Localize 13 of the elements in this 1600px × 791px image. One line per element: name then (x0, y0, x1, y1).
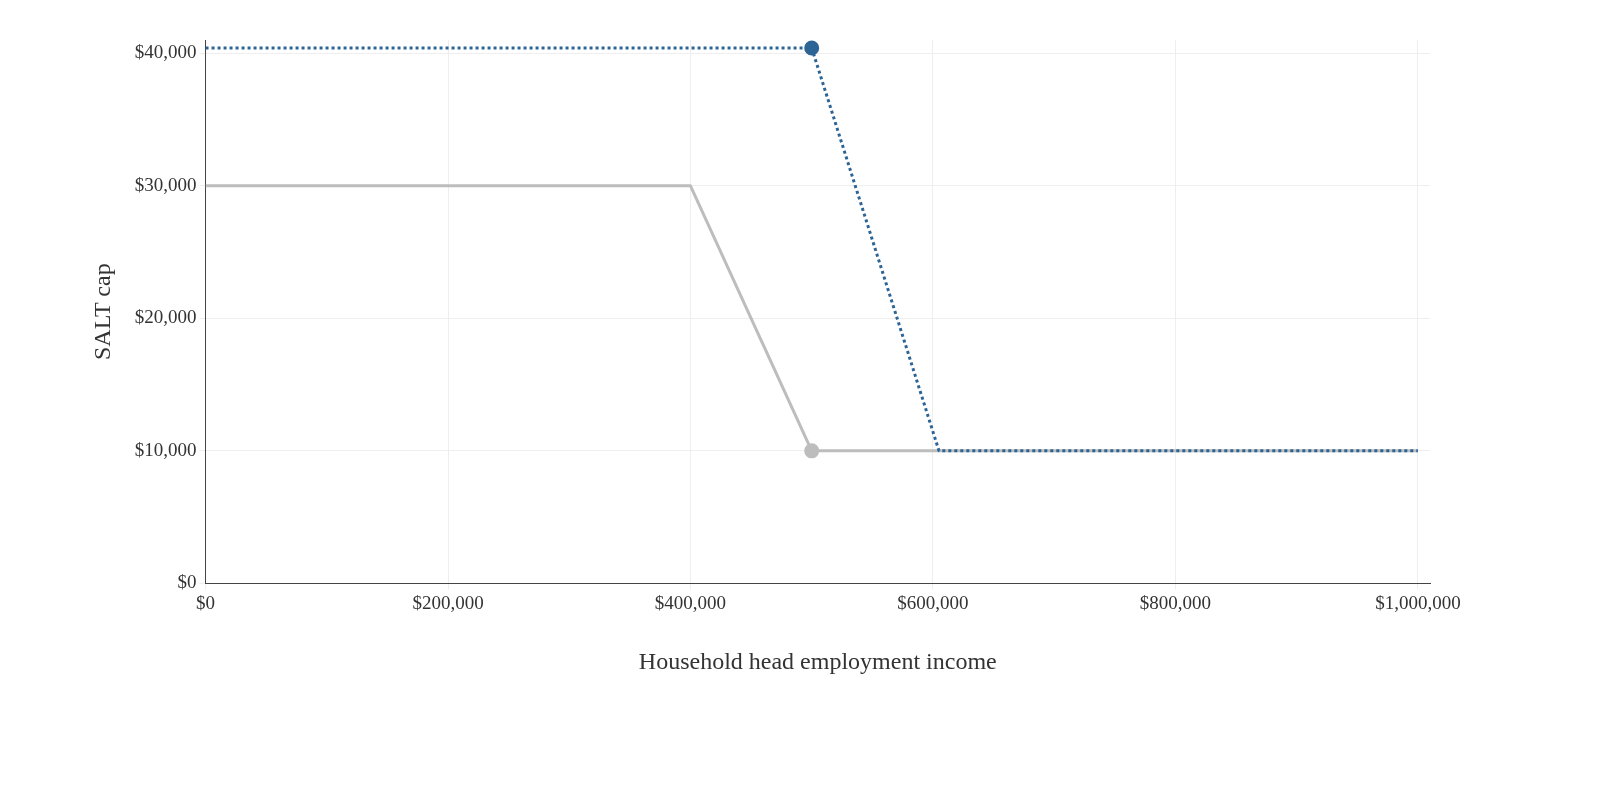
x-tick-label: $0 (196, 591, 216, 613)
y-tick-label: $30,000 (134, 173, 197, 195)
x-tick-label: $400,000 (654, 591, 727, 613)
x-tick-label: $600,000 (897, 591, 969, 613)
y-tick-label: $0 (177, 571, 197, 593)
x-tick-label: $800,000 (1139, 591, 1212, 613)
y-tick-label: $40,000 (134, 41, 197, 63)
y-axis-title: SALT cap (88, 263, 115, 361)
y-tick-label: $10,000 (134, 438, 197, 460)
x-tick-label: $1,000,000 (1375, 591, 1461, 613)
x-tick-label: $200,000 (412, 591, 484, 613)
y-tick-label: $20,000 (134, 306, 197, 328)
x-axis-title: Household head employment income (638, 647, 997, 674)
